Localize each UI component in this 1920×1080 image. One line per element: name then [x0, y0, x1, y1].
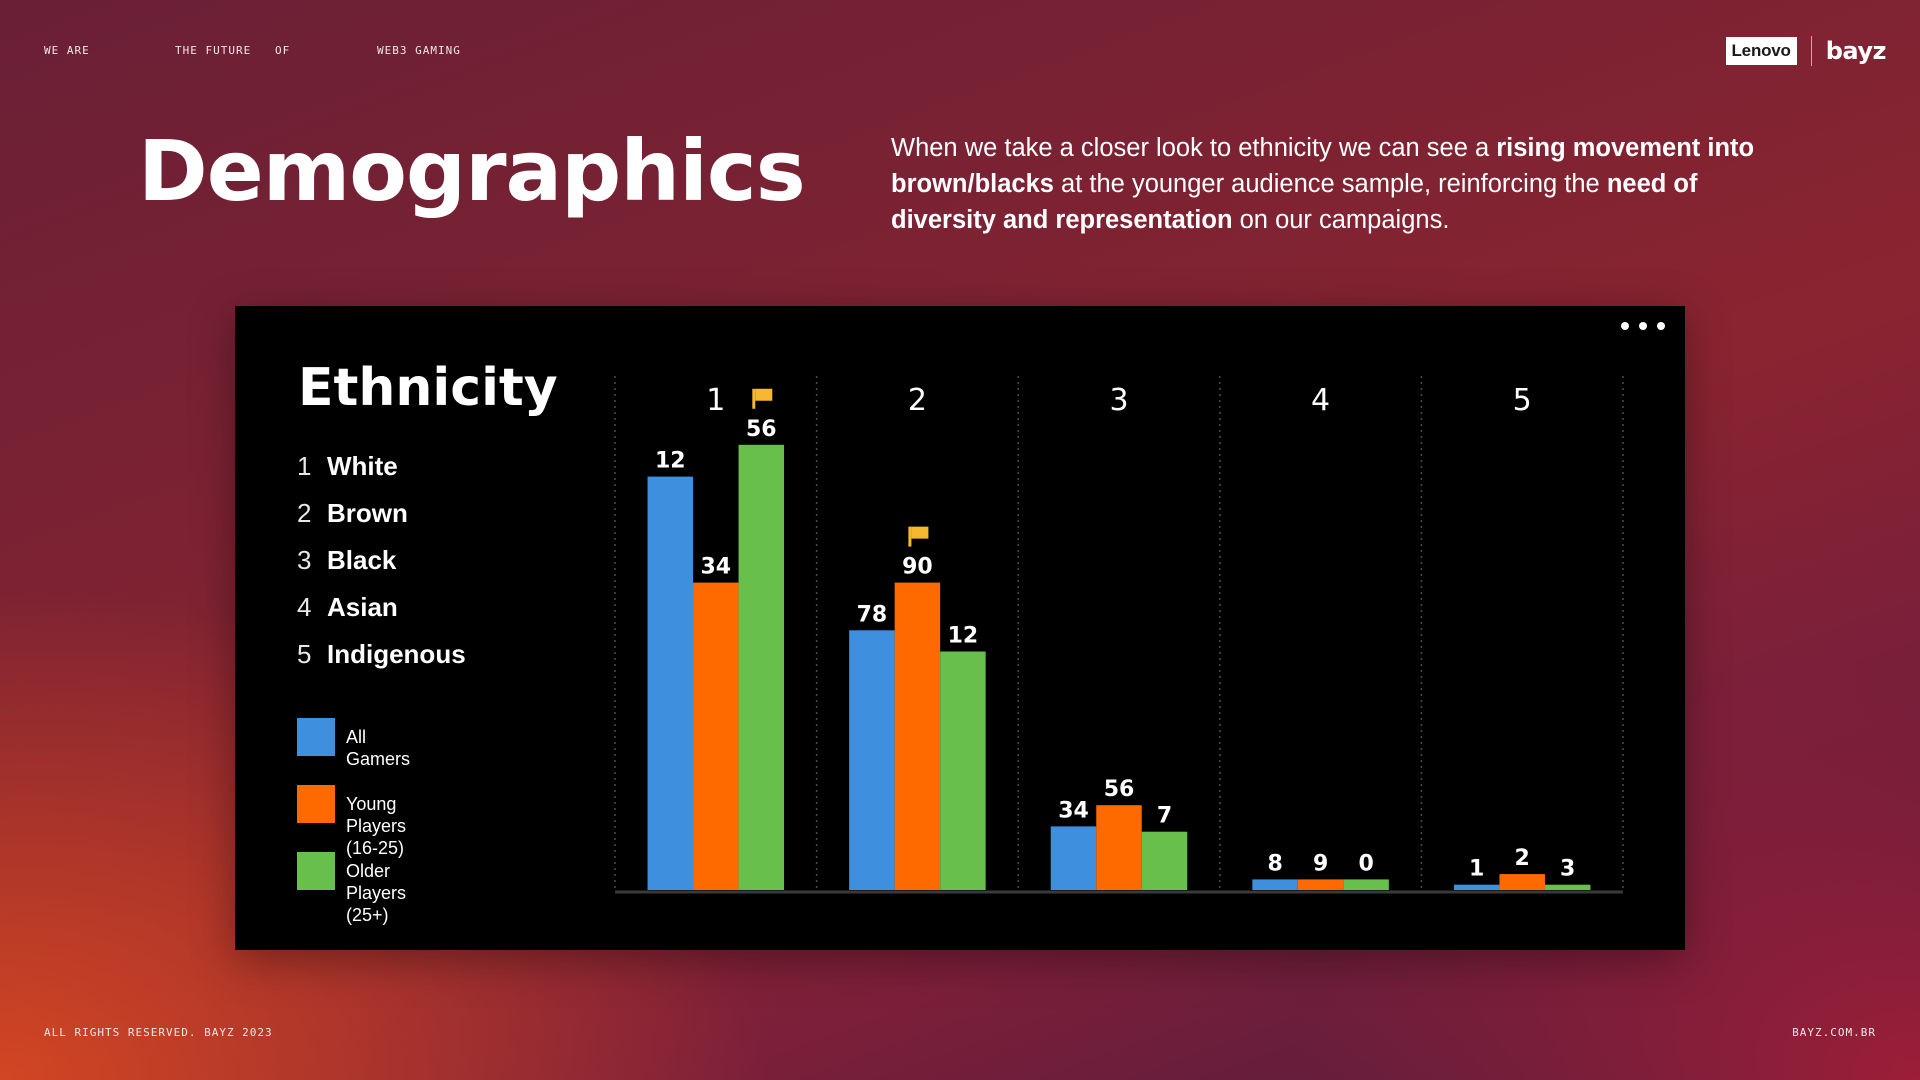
category-list-item: 4 Asian: [297, 592, 466, 639]
bar-value-label: 56: [1104, 777, 1135, 802]
bar-young-players: [894, 582, 941, 890]
nav-item-of[interactable]: OF: [275, 44, 291, 57]
bar-young-players: [1096, 805, 1142, 890]
bar-value-label: 7: [1157, 804, 1172, 829]
bar-young-players: [1297, 879, 1344, 890]
legend-swatch: [297, 852, 335, 890]
category-tick-label: 5: [1513, 383, 1532, 418]
footer-copyright: ALL RIGHTS RESERVED. BAYZ 2023: [44, 1026, 273, 1039]
legend-swatch: [297, 718, 335, 756]
bar-all-gamers: [849, 630, 895, 890]
bar-value-label: 78: [857, 602, 888, 627]
footer-website-link[interactable]: BAYZ.COM.BR: [1792, 1026, 1876, 1039]
nav-item-we-are[interactable]: WE ARE: [44, 44, 90, 57]
nav-item-web3-gaming[interactable]: WEB3 GAMING: [377, 44, 461, 57]
bar-young-players: [1499, 874, 1545, 890]
category-number: 4: [297, 592, 312, 622]
flag-icon: [752, 388, 773, 409]
category-number: 3: [297, 545, 312, 575]
category-list-item: 2 Brown: [297, 498, 466, 545]
bar-value-label: 56: [746, 417, 777, 442]
category-number: 5: [297, 639, 312, 669]
category-tick-label: 1: [706, 383, 725, 418]
bar-value-label: 3: [1560, 857, 1575, 882]
bar-young-players: [693, 582, 739, 890]
category-tick-label: 4: [1311, 383, 1330, 418]
bar-older-players: [738, 444, 785, 890]
legend-label: All Gamers: [346, 727, 411, 769]
bar-all-gamers: [1453, 884, 1500, 890]
flag-icon: [908, 526, 929, 547]
intro-emphasis: need of diversity and representation: [891, 170, 1698, 234]
category-list-item: 3 Black: [297, 545, 466, 592]
bar-all-gamers: [1252, 879, 1298, 890]
category-label: White: [327, 451, 398, 481]
category-number: 1: [297, 451, 312, 481]
intro-text: at the younger audience sample, reinforc…: [1053, 170, 1607, 198]
bar-value-label: 90: [902, 555, 933, 580]
bar-value-label: 9: [1313, 851, 1328, 876]
legend-label: Young Players (16-25): [346, 794, 407, 858]
bar-older-players: [940, 651, 986, 890]
bar-value-label: 34: [1058, 798, 1089, 823]
bar-all-gamers: [1050, 826, 1097, 890]
bar-value-label: 2: [1515, 846, 1530, 871]
category-label: Indigenous: [327, 639, 466, 669]
category-list-item: 5 Indigenous: [297, 639, 466, 686]
brand-divider: [1810, 36, 1812, 66]
bar-value-label: 0: [1358, 851, 1373, 876]
category-label: Black: [327, 545, 397, 575]
chart-title: Ethnicity: [298, 358, 558, 418]
lenovo-logo: Lenovo: [1725, 37, 1797, 65]
bar-value-label: 8: [1267, 851, 1282, 876]
category-label: Asian: [327, 592, 398, 622]
nav-item-the-future[interactable]: THE FUTURE: [175, 44, 252, 57]
page-title: Demographics: [138, 122, 806, 220]
bar-value-label: 12: [655, 449, 686, 474]
category-list: 1 White 2 Brown 3 Black 4 Asian 5 Indigenous: [297, 451, 466, 686]
legend-swatch: [297, 785, 335, 823]
brand-lockup: Lenovo bayz: [1725, 36, 1887, 66]
bar-value-label: 12: [948, 624, 979, 649]
intro-emphasis: rising movement into brown/blacks: [891, 134, 1755, 198]
intro-text: When we take a closer look to ethnicity …: [891, 134, 1497, 162]
bar-value-label: 1: [1469, 857, 1484, 882]
bar-older-players: [1343, 879, 1389, 890]
category-tick-label: 2: [908, 383, 927, 418]
bayz-logo: bayz: [1825, 37, 1887, 65]
legend-label: Older Players (25+): [346, 861, 407, 925]
bar-older-players: [1544, 884, 1591, 890]
intro-text: on our campaigns.: [1232, 206, 1450, 234]
bar-all-gamers: [647, 476, 694, 890]
category-label: Brown: [327, 498, 408, 528]
more-horizontal-icon[interactable]: [1621, 322, 1665, 330]
intro-paragraph: When we take a closer look to ethnicity …: [891, 130, 1791, 238]
category-number: 2: [297, 498, 312, 528]
bar-value-label: 34: [700, 555, 731, 580]
category-tick-label: 3: [1109, 383, 1128, 418]
category-list-item: 1 White: [297, 451, 466, 498]
bar-older-players: [1141, 831, 1188, 890]
